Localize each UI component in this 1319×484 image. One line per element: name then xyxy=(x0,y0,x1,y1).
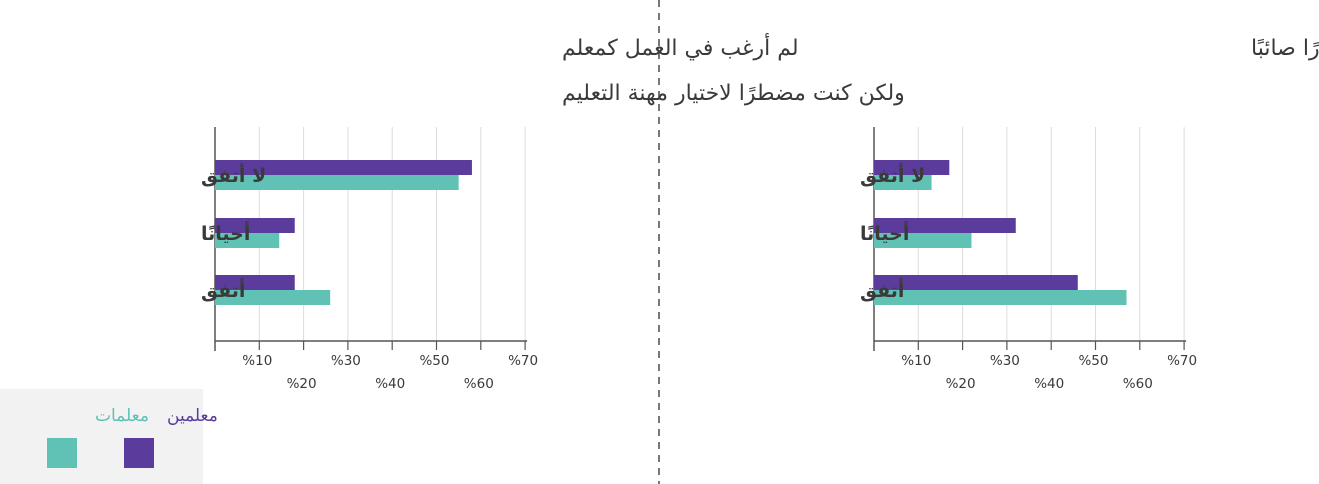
legend-label-male: معلمين xyxy=(167,406,218,426)
category-label: أتفق xyxy=(201,278,245,302)
bar-male xyxy=(874,160,950,175)
x-tick-label: %70 xyxy=(1167,353,1197,369)
chart-title-line-2: ولكن كنت مضطرًا لاختيار مهنة التعليم xyxy=(562,81,905,106)
x-tick-label: %40 xyxy=(375,376,405,392)
x-tick-label: %50 xyxy=(419,353,449,369)
category-label: أحيانًا xyxy=(201,221,250,245)
x-tick-label: %50 xyxy=(1078,353,1108,369)
bar-male xyxy=(874,218,1016,233)
category-label: لا أتفق xyxy=(201,163,266,187)
legend: معلمين معلمات xyxy=(0,389,218,484)
legend-swatch-female xyxy=(47,438,77,468)
plot-area: %10 %20 %30 %40 %50 %60 %70 لا أتفق أحيانًا أتفق xyxy=(860,127,1197,392)
bar-female xyxy=(874,290,1127,305)
bar-female xyxy=(215,175,459,190)
x-tick-label: %60 xyxy=(464,376,494,392)
plot-area: %10 %20 %30 %40 %50 %60 %70 لا أتفق أحيانًا أتفق xyxy=(201,127,538,392)
x-tick-label: %10 xyxy=(901,353,931,369)
bar-female xyxy=(215,233,280,248)
category-label: لا أتفق xyxy=(860,163,925,187)
x-tick-label: %60 xyxy=(1123,376,1153,392)
legend-background xyxy=(0,389,203,484)
bar-female xyxy=(874,175,932,190)
x-tick-label: %10 xyxy=(242,353,272,369)
bar-female xyxy=(874,233,972,248)
bar-male xyxy=(874,275,1078,290)
legend-label-female: معلمات xyxy=(95,406,149,426)
bar-male xyxy=(215,275,295,290)
legend-swatch-male xyxy=(124,438,154,468)
x-tick-label: %40 xyxy=(1034,376,1064,392)
x-tick-label: %20 xyxy=(946,376,976,392)
x-tick-label: %30 xyxy=(990,353,1020,369)
chart-left: لم أرغب في العمل كمعلم ولكن كنت مضطرًا ل… xyxy=(201,33,905,392)
x-tick-label: %30 xyxy=(331,353,361,369)
x-tick-label: %70 xyxy=(508,353,538,369)
category-label: أتفق xyxy=(860,278,904,302)
category-label: أحيانًا xyxy=(860,221,909,245)
chart-title-line-1: لم أرغب في العمل كمعلم xyxy=(562,33,799,61)
chart-right: أشعر أن اختياري لمهنة التعليم كان قرارًا… xyxy=(860,33,1319,392)
bar-male xyxy=(215,218,295,233)
chart-title: أشعر أن اختياري لمهنة التعليم كان قرارًا… xyxy=(1251,33,1319,61)
bar-female xyxy=(215,290,331,305)
x-tick-label: %20 xyxy=(287,376,317,392)
bar-male xyxy=(215,160,472,175)
